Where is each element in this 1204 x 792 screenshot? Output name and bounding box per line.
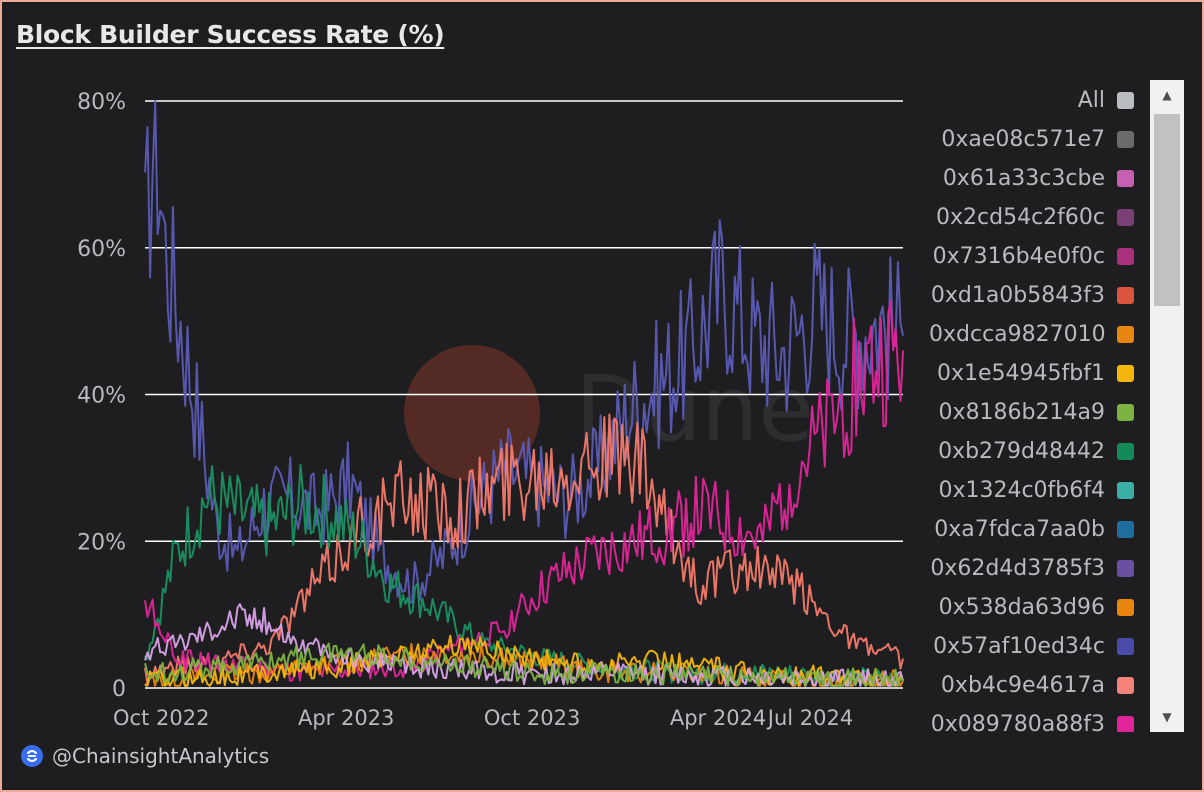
legend-swatch (1117, 130, 1134, 148)
legend-label: 0x7316b4e0f0c (932, 243, 1105, 269)
legend-label: 0x8186b214a9 (938, 399, 1105, 425)
y-tick-label: 60% (77, 237, 126, 262)
series-line-0x1e54945fbf1 (144, 634, 904, 687)
legend: All 0xae08c571e7 0x61a33c3cbe 0x2cd54c2f60c… (900, 82, 1138, 732)
legend-item[interactable]: 0x8186b214a9 (900, 397, 1134, 427)
x-tick-label: Oct 2022 (113, 706, 209, 730)
y-tick-label: 80% (77, 90, 126, 115)
legend-item[interactable]: 0x57af10ed34c (900, 631, 1134, 661)
y-tick-label: 0 (112, 677, 126, 702)
legend-label: 0x61a33c3cbe (942, 165, 1105, 191)
legend-swatch (1117, 325, 1134, 343)
chart-title[interactable]: Block Builder Success Rate (%) (16, 20, 445, 49)
footer: @ChainsightAnalytics (20, 744, 269, 768)
legend-scrollbar[interactable]: ▲ ▼ (1150, 80, 1184, 732)
footer-handle[interactable]: @ChainsightAnalytics (52, 744, 270, 768)
legend-swatch (1117, 559, 1134, 577)
series-line-0x57af10ed34c (144, 100, 904, 604)
legend-item[interactable]: 0xb279d48442 (900, 436, 1134, 466)
legend-item[interactable]: 0x1e54945fbf1 (900, 358, 1134, 388)
legend-item[interactable]: 0xd1a0b5843f3 (900, 280, 1134, 310)
legend-label: 0xae08c571e7 (941, 126, 1105, 152)
legend-swatch (1117, 91, 1134, 109)
x-tick-label: Oct 2023 (484, 706, 580, 730)
scroll-thumb[interactable] (1154, 114, 1180, 306)
legend-swatch (1117, 598, 1134, 616)
legend-swatch (1117, 169, 1134, 187)
legend-label: 0x1324c0fb6f4 (938, 477, 1105, 503)
legend-label: 0xb4c9e4617a (940, 672, 1105, 698)
series-line-0xb4c9e4617a (144, 413, 904, 685)
legend-swatch (1117, 208, 1134, 226)
legend-label: 0x089780a88f3 (930, 711, 1105, 733)
legend-swatch (1117, 481, 1134, 499)
legend-item[interactable]: 0x62d4d3785f3 (900, 553, 1134, 583)
legend-swatch (1117, 715, 1134, 732)
legend-item[interactable]: 0xb4c9e4617a (900, 670, 1134, 700)
y-tick-label: 40% (77, 384, 126, 409)
legend-swatch (1117, 247, 1134, 265)
legend-item[interactable]: 0x1324c0fb6f4 (900, 475, 1134, 505)
legend-label: 0xd1a0b5843f3 (930, 282, 1105, 308)
scroll-down-icon[interactable]: ▼ (1162, 710, 1172, 724)
legend-label: 0xb279d48442 (938, 438, 1105, 464)
watermark-logo (404, 345, 540, 481)
legend-swatch (1117, 403, 1134, 421)
x-tick-label: Jul 2024 (766, 706, 853, 730)
legend-label: 0x62d4d3785f3 (930, 555, 1105, 581)
legend-item[interactable]: 0x089780a88f3 (900, 709, 1134, 732)
chainsight-logo-icon (21, 745, 43, 767)
legend-label: 0xa7fdca7aa0b (934, 516, 1105, 542)
legend-label: 0x1e54945fbf1 (937, 360, 1105, 386)
legend-item[interactable]: 0x61a33c3cbe (900, 163, 1134, 193)
legend-swatch (1117, 676, 1134, 694)
legend-label: All (1077, 87, 1105, 113)
legend-label: 0xdcca98270108 (929, 321, 1105, 347)
legend-swatch (1117, 286, 1134, 304)
legend-swatch (1117, 520, 1134, 538)
legend-swatch (1117, 637, 1134, 655)
x-tick-label: Apr 2024 (670, 706, 766, 730)
legend-item[interactable]: 0xdcca98270108 (900, 319, 1134, 349)
legend-swatch (1117, 442, 1134, 460)
x-tick-label: Apr 2023 (298, 706, 394, 730)
legend-item[interactable]: 0x7316b4e0f0c (900, 241, 1134, 271)
legend-swatch (1117, 364, 1134, 382)
scroll-up-icon[interactable]: ▲ (1162, 88, 1172, 102)
legend-label: 0x2cd54c2f60c (936, 204, 1105, 230)
y-tick-label: 20% (77, 530, 126, 555)
legend-item[interactable]: 0x2cd54c2f60c (900, 202, 1134, 232)
legend-item[interactable]: All (900, 85, 1134, 115)
legend-item[interactable]: 0x538da63d96 (900, 592, 1134, 622)
legend-item[interactable]: 0xa7fdca7aa0b (900, 514, 1134, 544)
series-line-0x8186b214a9 (144, 642, 904, 687)
legend-item[interactable]: 0xae08c571e7 (900, 124, 1134, 154)
legend-label: 0x57af10ed34c (933, 633, 1105, 659)
legend-label: 0x538da63d96 (938, 594, 1105, 620)
